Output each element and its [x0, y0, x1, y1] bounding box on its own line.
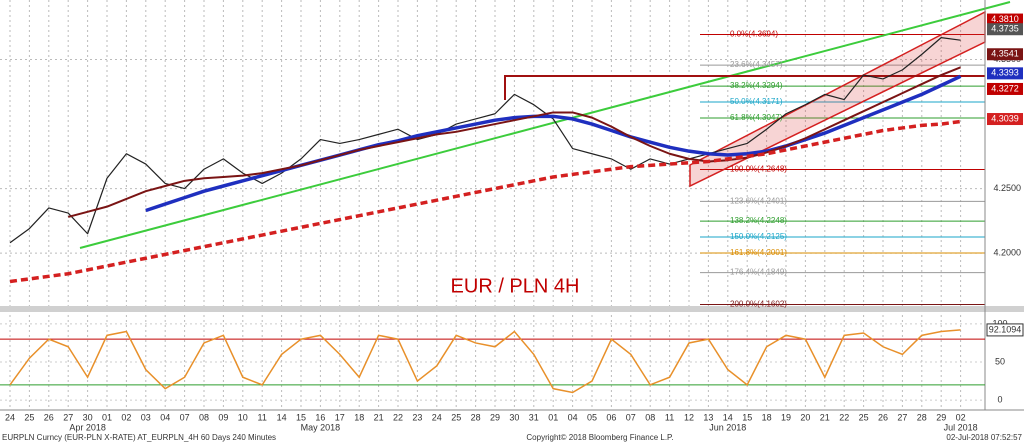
price-tag-label: 4.3393 [991, 68, 1019, 78]
x-tick-label: 21 [820, 412, 830, 422]
x-tick-label: 29 [936, 412, 946, 422]
x-tick-label: 04 [160, 412, 170, 422]
price-tag [987, 113, 1023, 126]
price-tag [987, 13, 1023, 26]
x-tick-label: 02 [956, 412, 966, 422]
x-tick-label: 11 [665, 412, 674, 422]
x-tick-label: 29 [490, 412, 500, 422]
fib-label: 38.2%(4.3294) [730, 81, 783, 90]
x-tick-label: 17 [335, 412, 345, 422]
y-tick-label: 4.2000 [993, 247, 1021, 257]
x-tick-label: 24 [5, 412, 15, 422]
fib-label: 161.8%(4.2001) [730, 248, 787, 257]
x-tick-label: 26 [44, 412, 54, 422]
fib-label: 176.4%(4.1849) [730, 268, 787, 277]
y-tick-label: 4.2500 [993, 183, 1021, 193]
x-tick-label: 30 [83, 412, 93, 422]
osc-tick-label: 100 [992, 318, 1007, 328]
price-line [67, 66, 961, 218]
x-tick-label: 27 [63, 412, 73, 422]
x-tick-label: 11 [258, 412, 267, 422]
price-tag [987, 82, 1023, 95]
price-tag [987, 48, 1023, 61]
osc-tick-label: 50 [995, 356, 1005, 366]
x-tick-label: 08 [199, 412, 209, 422]
x-tick-label: 09 [218, 412, 228, 422]
resistance-line [504, 75, 985, 100]
x-tick-label: 31 [529, 412, 539, 422]
x-tick-label: 10 [238, 412, 248, 422]
fib-label: 138.2%(4.2248) [730, 216, 787, 225]
fib-label: 150.0%(4.2125) [730, 232, 787, 241]
fib-label: 200.0%(4.1602) [730, 300, 787, 309]
price-tag [987, 67, 1023, 80]
fib-label: 50.0%(4.3171) [730, 97, 783, 106]
fib-label: 100.0%(4.2648) [730, 165, 787, 174]
x-tick-label: 20 [800, 412, 810, 422]
x-tick-label: 16 [315, 412, 325, 422]
price-tag-label: 4.3272 [991, 83, 1019, 93]
month-label: Apr 2018 [69, 422, 106, 432]
osc-tick-label: 0 [997, 394, 1002, 404]
x-tick-label: 23 [412, 412, 422, 422]
x-tick-label: 22 [839, 412, 849, 422]
x-tick-label: 19 [781, 412, 791, 422]
footer-left: EURPLN Curncy (EUR-PLN X-RATE) AT_EURPLN… [2, 433, 276, 442]
price-tag-label: 4.3039 [991, 113, 1019, 123]
x-tick-label: 01 [102, 412, 112, 422]
chart-title: EUR / PLN 4H [451, 275, 580, 297]
x-tick-label: 07 [180, 412, 190, 422]
panel-separator [0, 306, 1024, 312]
footer-right: 02-Jul-2018 07:52:57 [946, 433, 1022, 442]
x-tick-label: 04 [568, 412, 578, 422]
month-label: Jun 2018 [709, 422, 746, 432]
osc-line [9, 329, 961, 394]
price-tag [987, 23, 1023, 36]
price-line [9, 119, 961, 284]
x-tick-label: 25 [451, 412, 461, 422]
x-tick-label: 13 [703, 412, 713, 422]
osc-tag-label: 92.1094 [989, 324, 1022, 334]
x-tick-label: 03 [141, 412, 151, 422]
fib-label: 23.6%(4.3457) [730, 60, 783, 69]
x-tick-label: 14 [277, 412, 287, 422]
month-label: Jul 2018 [944, 422, 978, 432]
footer-center: Copyright© 2018 Bloomberg Finance L.P. [526, 433, 673, 442]
fib-label: 0.0%(4.3694) [730, 30, 778, 39]
price-tag-label: 4.3735 [991, 24, 1019, 34]
x-tick-label: 15 [742, 412, 752, 422]
price-tag-label: 4.3541 [991, 49, 1019, 59]
x-tick-label: 27 [897, 412, 907, 422]
x-tick-label: 01 [548, 412, 558, 422]
price-tag-label: 4.3810 [991, 14, 1019, 24]
trend-line [79, 1, 1011, 249]
x-tick-label: 26 [878, 412, 888, 422]
x-tick-label: 18 [762, 412, 772, 422]
x-tick-label: 02 [121, 412, 131, 422]
x-tick-label: 28 [471, 412, 481, 422]
month-label: May 2018 [301, 422, 341, 432]
fib-label: 123.6%(4.2401) [730, 196, 787, 205]
x-tick-label: 21 [374, 412, 384, 422]
x-tick-label: 30 [509, 412, 519, 422]
x-tick-label: 06 [606, 412, 616, 422]
fib-label: 61.8%(4.3047) [730, 113, 783, 122]
osc-tag [986, 323, 1024, 337]
x-tick-label: 28 [917, 412, 927, 422]
x-tick-label: 18 [354, 412, 364, 422]
x-tick-label: 14 [723, 412, 733, 422]
x-tick-label: 25 [24, 412, 34, 422]
x-tick-label: 12 [684, 412, 694, 422]
x-tick-label: 25 [859, 412, 869, 422]
x-tick-label: 22 [393, 412, 403, 422]
x-tick-label: 05 [587, 412, 597, 422]
price-line [145, 74, 962, 213]
x-tick-label: 07 [626, 412, 636, 422]
x-tick-label: 08 [645, 412, 655, 422]
x-tick-label: 15 [296, 412, 306, 422]
x-tick-label: 24 [432, 412, 442, 422]
